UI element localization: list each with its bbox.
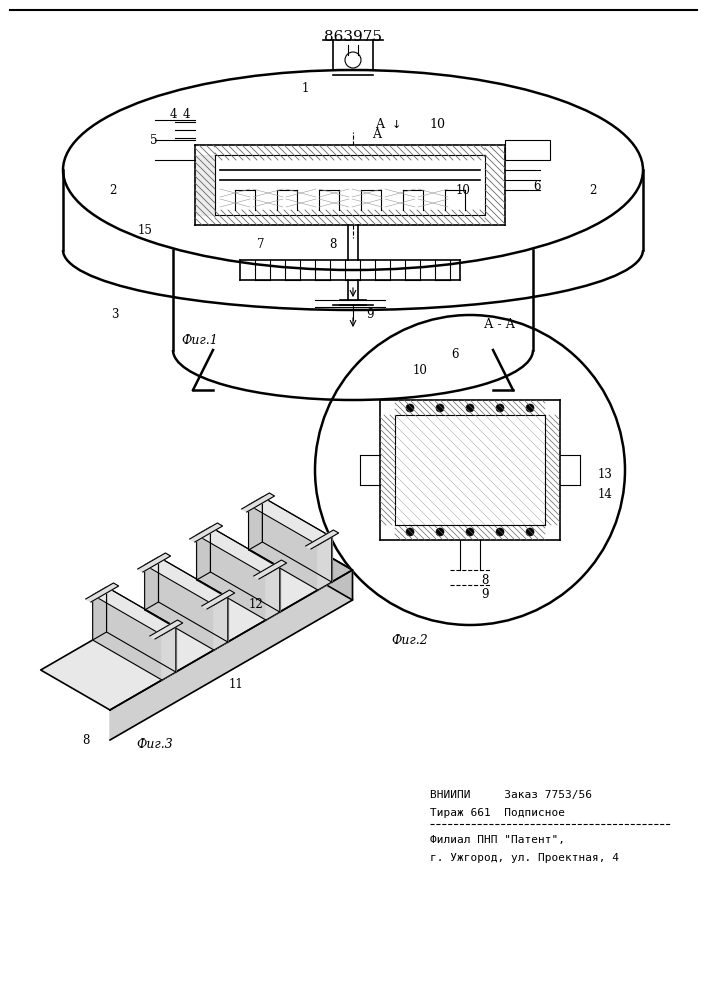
Text: 2: 2 — [590, 184, 597, 196]
Polygon shape — [145, 565, 214, 650]
Polygon shape — [249, 505, 318, 590]
Text: 6: 6 — [451, 349, 459, 361]
Text: 4: 4 — [169, 108, 177, 121]
Polygon shape — [107, 587, 176, 672]
Polygon shape — [86, 583, 119, 602]
Text: 15: 15 — [138, 224, 153, 236]
Polygon shape — [189, 523, 223, 542]
Text: А - А: А - А — [484, 318, 515, 332]
Circle shape — [466, 528, 474, 536]
Text: 9: 9 — [366, 308, 374, 322]
Polygon shape — [195, 155, 215, 215]
Text: ↓: ↓ — [391, 120, 401, 130]
Polygon shape — [138, 553, 170, 572]
Bar — [505, 140, 550, 160]
Text: 8: 8 — [481, 574, 489, 586]
Text: 3: 3 — [111, 308, 119, 322]
Polygon shape — [305, 530, 339, 549]
Polygon shape — [197, 527, 211, 580]
Polygon shape — [150, 620, 182, 639]
Text: Тираж 661  Подписное: Тираж 661 Подписное — [430, 808, 565, 818]
Text: Фиг.1: Фиг.1 — [182, 334, 218, 347]
Text: ВНИИПИ     Заказ 7753/56: ВНИИПИ Заказ 7753/56 — [430, 790, 592, 800]
Text: 4: 4 — [182, 108, 189, 121]
Polygon shape — [41, 530, 353, 710]
Text: г. Ужгород, ул. Проектная, 4: г. Ужгород, ул. Проектная, 4 — [430, 853, 619, 863]
Polygon shape — [262, 497, 332, 582]
Polygon shape — [93, 587, 107, 640]
Circle shape — [526, 528, 534, 536]
Polygon shape — [318, 537, 332, 590]
Polygon shape — [145, 557, 158, 610]
Text: 14: 14 — [597, 488, 612, 502]
Polygon shape — [249, 497, 262, 550]
Text: 10: 10 — [455, 184, 470, 196]
Circle shape — [496, 404, 504, 412]
Polygon shape — [93, 595, 162, 680]
Circle shape — [466, 404, 474, 412]
Text: Фиг.2: Фиг.2 — [392, 634, 428, 647]
Polygon shape — [162, 627, 176, 680]
Circle shape — [406, 528, 414, 536]
Polygon shape — [93, 587, 176, 635]
Text: 12: 12 — [249, 598, 264, 611]
Text: 9: 9 — [481, 588, 489, 601]
Circle shape — [526, 404, 534, 412]
Polygon shape — [211, 527, 280, 612]
Polygon shape — [249, 497, 332, 545]
Polygon shape — [145, 557, 228, 605]
Text: 7: 7 — [257, 238, 264, 251]
Text: 10: 10 — [413, 363, 428, 376]
Text: 2: 2 — [110, 184, 117, 196]
Circle shape — [496, 528, 504, 536]
Circle shape — [436, 404, 444, 412]
Text: 8: 8 — [329, 238, 337, 251]
Polygon shape — [201, 590, 235, 609]
Text: Филиал ПНП "Патент",: Филиал ПНП "Патент", — [430, 835, 565, 845]
Text: 863975: 863975 — [324, 30, 382, 44]
Text: 10: 10 — [429, 118, 445, 131]
Polygon shape — [110, 570, 353, 740]
Text: 1: 1 — [301, 82, 309, 95]
Text: 5: 5 — [151, 133, 158, 146]
Text: 6: 6 — [533, 180, 541, 192]
Text: 11: 11 — [229, 678, 244, 692]
Text: A: A — [372, 128, 381, 141]
Polygon shape — [254, 560, 286, 579]
Polygon shape — [197, 527, 280, 575]
Polygon shape — [158, 557, 228, 642]
Polygon shape — [266, 567, 280, 620]
Text: Фиг.3: Фиг.3 — [136, 738, 173, 752]
Text: A: A — [375, 118, 385, 131]
Circle shape — [436, 528, 444, 536]
Text: 8: 8 — [83, 734, 90, 746]
Text: 13: 13 — [597, 468, 612, 482]
Polygon shape — [242, 493, 274, 512]
Circle shape — [406, 404, 414, 412]
Polygon shape — [197, 535, 266, 620]
Polygon shape — [214, 597, 228, 650]
Polygon shape — [284, 530, 353, 600]
